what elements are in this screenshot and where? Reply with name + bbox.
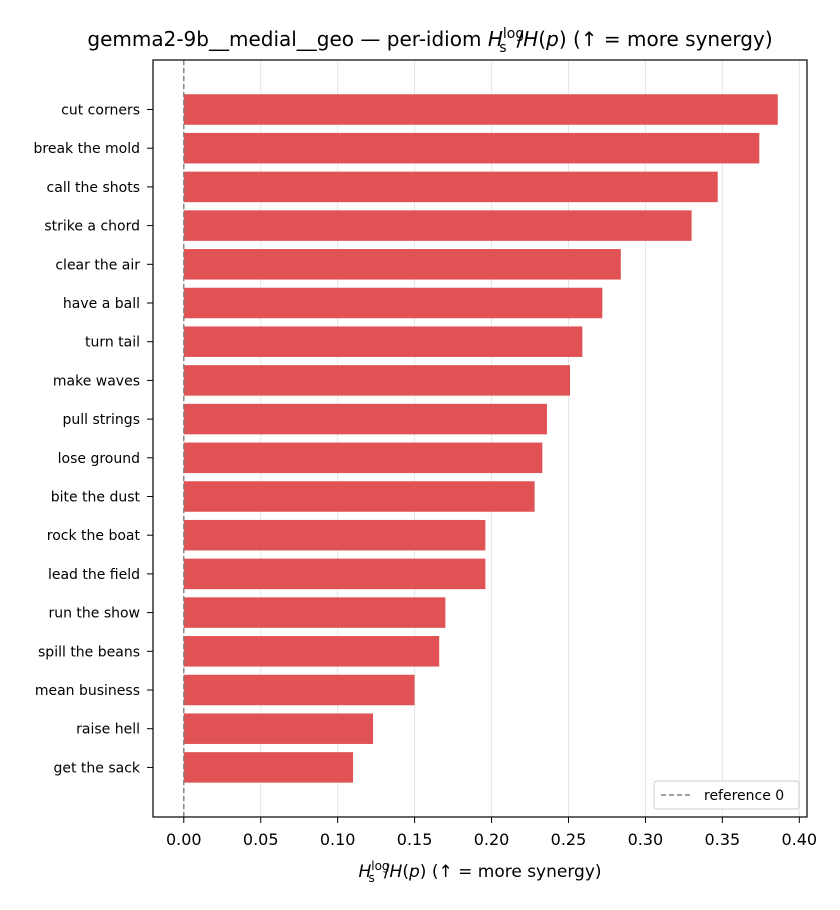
bars	[183, 94, 778, 783]
x-tick-label: 0.15	[397, 830, 433, 849]
bar	[183, 94, 778, 125]
x-tick-label: 0.05	[243, 830, 279, 849]
x-tick-label: 0.20	[474, 830, 510, 849]
bar	[183, 752, 354, 783]
y-tick-label: spill the beans	[38, 644, 140, 660]
y-tick-label: raise hell	[76, 722, 140, 738]
y-tick-label: mean business	[35, 683, 140, 699]
bar	[183, 403, 547, 435]
x-tick-label: 0.35	[705, 830, 741, 849]
bar	[183, 287, 603, 319]
chart-title: gemma2-9b__medial__geo — per-idiom Hlog s…	[87, 26, 772, 56]
y-tick-label: make waves	[53, 373, 140, 389]
bar	[183, 365, 571, 396]
y-tick-label: clear the air	[55, 257, 140, 273]
bar	[183, 210, 692, 241]
bar	[183, 442, 543, 474]
y-tick-label: cut corners	[61, 103, 140, 119]
y-tick-label: break the mold	[34, 141, 141, 157]
bar	[183, 249, 621, 280]
plot-frame	[152, 59, 808, 818]
bar	[183, 171, 718, 203]
x-tick-label: 0.10	[320, 830, 356, 849]
bar	[183, 519, 486, 551]
x-tick-label: 0.30	[628, 830, 664, 849]
bar	[183, 713, 374, 744]
x-tick-label: 0.40	[781, 830, 817, 849]
bar	[183, 132, 760, 164]
y-ticks: cut corners break the mold call the shots s…	[34, 103, 153, 776]
bar	[183, 636, 440, 667]
legend: reference 0	[653, 780, 800, 810]
y-tick-label: bite the dust	[51, 490, 141, 506]
y-tick-label: have a ball	[63, 296, 140, 312]
y-tick-label: call the shots	[47, 180, 140, 196]
legend-label: reference 0	[704, 788, 784, 804]
bar	[183, 326, 583, 357]
y-tick-label: get the sack	[53, 760, 140, 776]
y-tick-label: lead the field	[48, 567, 140, 583]
bar	[183, 674, 415, 706]
y-tick-label: strike a chord	[44, 219, 140, 235]
y-tick-label: pull strings	[63, 412, 140, 428]
x-tick-label: 0.25	[551, 830, 587, 849]
bar	[183, 558, 486, 590]
y-tick-label: turn tail	[85, 335, 140, 351]
y-tick-label: run the show	[48, 606, 140, 622]
y-tick-label: rock the boat	[47, 528, 141, 544]
x-ticks: 0.00 0.05 0.10 0.15 0.20 0.25 0.30 0.35 0.40	[166, 817, 817, 849]
bar	[183, 597, 446, 628]
bar	[183, 481, 535, 512]
x-tick-label: 0.00	[166, 830, 202, 849]
y-tick-label: lose ground	[58, 451, 140, 467]
x-axis-label: Hlog s/H(p) (↑ = more synergy)	[358, 859, 601, 885]
legend-box	[653, 780, 800, 810]
